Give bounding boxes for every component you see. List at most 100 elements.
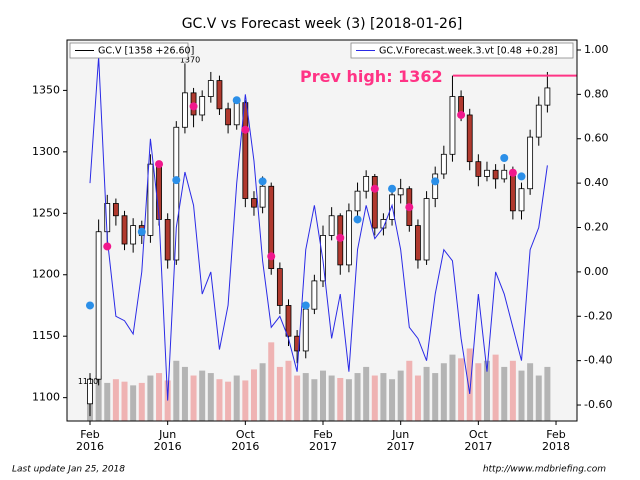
volume-bar — [397, 370, 404, 421]
candle-body — [112, 203, 119, 217]
volume-bar — [389, 379, 396, 421]
candle-body — [259, 185, 266, 208]
candle-body — [544, 87, 551, 106]
volume-bar — [190, 375, 197, 421]
legend-box — [350, 42, 574, 59]
volume-bar — [225, 381, 232, 421]
x-tick-label: Oct 2017 — [464, 428, 492, 453]
candle-body — [173, 126, 180, 261]
legend-box — [69, 42, 189, 59]
x-tick-label: Jun 2017 — [387, 428, 415, 453]
volume-bar — [147, 375, 154, 421]
candle-body — [484, 169, 490, 177]
volume-bar — [302, 373, 309, 421]
volume-bar — [259, 363, 266, 421]
candle-body — [216, 80, 223, 110]
volume-bar — [199, 370, 206, 421]
volume-bar — [518, 370, 525, 421]
forecast-line — [89, 56, 548, 401]
volume-bar — [173, 360, 180, 421]
candle-body — [87, 378, 93, 405]
volume-bar — [95, 375, 102, 421]
volume-bar — [414, 375, 421, 421]
candle-body — [95, 231, 102, 380]
candle-body — [242, 102, 249, 199]
volume-bar — [440, 363, 447, 421]
candle-body — [156, 163, 162, 220]
legend-label: GC.V [1358 +26.60] — [98, 46, 194, 57]
forecast-marker — [431, 177, 440, 186]
forecast-marker — [508, 168, 517, 177]
candle-body — [311, 280, 318, 310]
candle-body — [492, 169, 499, 180]
candle-body — [328, 215, 335, 236]
x-tick-label: Jun 2016 — [154, 428, 182, 453]
volume-bar — [242, 380, 249, 421]
candle-body — [147, 163, 154, 236]
y-tick-label: 1150 — [32, 329, 60, 342]
candle-body — [251, 198, 257, 208]
volume-bar — [164, 380, 171, 421]
volume-bar — [104, 382, 111, 421]
candle-body — [233, 102, 240, 126]
y-tick-label: 1100 — [32, 391, 60, 404]
volume-bar — [320, 370, 327, 421]
forecast-marker — [86, 301, 94, 310]
volume-bar — [527, 363, 534, 421]
candle-body — [268, 185, 275, 269]
y-tick-label: 1200 — [32, 268, 60, 281]
forecast-marker — [370, 184, 379, 193]
forecast-marker — [137, 227, 146, 236]
x-tick-label: Feb 2016 — [76, 428, 104, 453]
forecast-marker — [517, 172, 526, 181]
candle-body — [527, 136, 534, 190]
forecast-marker — [232, 96, 241, 105]
forecast-marker — [172, 176, 181, 185]
volume-bar — [345, 379, 352, 421]
candle-body — [501, 169, 508, 180]
candle-body — [397, 188, 404, 196]
y2-tick-label: 0.20 — [584, 221, 609, 234]
candle-body — [466, 114, 473, 163]
candle-body — [363, 176, 370, 192]
chart-title: GC.V vs Forecast week (3) [2018-01-26] — [182, 16, 463, 32]
candle-body — [518, 188, 525, 212]
volume-bar — [466, 348, 473, 421]
candle-body — [164, 219, 171, 261]
candle-body — [423, 198, 430, 261]
y2-tick-label: 0.80 — [584, 87, 609, 100]
forecast-marker — [353, 215, 362, 224]
forecast-marker — [336, 233, 345, 242]
volume-bar — [509, 360, 516, 421]
x-tick-label: Feb 2017 — [309, 428, 337, 453]
volume-bar — [432, 373, 439, 421]
volume-bar — [121, 381, 128, 421]
volume-bar — [354, 373, 361, 421]
y2-tick-label: -0.60 — [584, 398, 612, 411]
volume-bar — [112, 379, 119, 421]
volume-bar — [423, 366, 430, 421]
volume-bar — [250, 369, 257, 421]
volume-bar — [311, 379, 318, 421]
volume-bar — [268, 342, 275, 421]
volume-bar — [216, 379, 223, 421]
legend-label: GC.V.Forecast.week.3.vt [0.48 +0.28] — [379, 46, 558, 57]
forecast-marker — [155, 160, 164, 169]
x-tick-label: Feb 2018 — [542, 428, 570, 453]
candle-body — [345, 210, 352, 266]
footer-right: http://www.mdbriefing.com — [483, 465, 606, 475]
y2-tick-label: 1.00 — [584, 43, 609, 56]
low-label: 1110 — [78, 377, 98, 386]
candle-body — [475, 161, 482, 177]
x-tick-label: Oct 2016 — [231, 428, 259, 453]
y2-tick-label: 0.40 — [584, 176, 609, 189]
footer-left: Last update Jan 25, 2018 — [12, 465, 125, 475]
candle-body — [285, 305, 292, 337]
candle-body — [276, 268, 283, 306]
volume-bar — [181, 366, 188, 421]
volume-bar — [363, 366, 370, 421]
candle-body — [415, 225, 421, 261]
prev-high-label: Prev high: 1362 — [300, 67, 443, 86]
y2-tick-label: -0.40 — [584, 354, 612, 367]
